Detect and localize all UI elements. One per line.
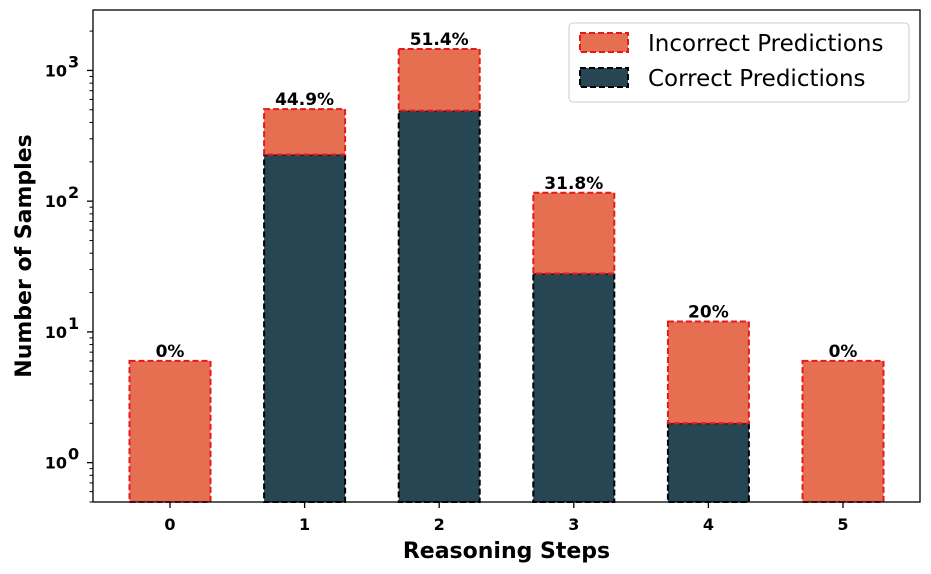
x-tick-label-5: 5: [837, 515, 848, 534]
legend-swatch-correct: [579, 67, 629, 88]
y-tick-exponent: 3: [68, 52, 79, 71]
bar-incorrect-2: [397, 47, 481, 112]
bar-correct-1: [263, 153, 347, 504]
y-tick-label: 10: [45, 323, 67, 342]
bar-label-4: 20%: [688, 303, 729, 323]
bar-label-5: 0%: [829, 342, 858, 362]
bar-correct-3: [532, 272, 616, 503]
bar-label-3: 31.8%: [544, 174, 603, 194]
y-axis-title: Number of Samples: [12, 134, 37, 377]
y-tick-exponent: 0: [68, 445, 79, 464]
x-tick-label-2: 2: [434, 515, 445, 534]
bar-incorrect-3: [532, 191, 616, 275]
bars-layer: [128, 47, 885, 504]
y-tick-label: 10: [45, 61, 67, 80]
bar-label-0: 0%: [156, 342, 185, 362]
bar-label-2: 51.4%: [410, 30, 469, 50]
bar-incorrect-5: [801, 359, 885, 504]
legend-label-incorrect: Incorrect Predictions: [648, 31, 883, 57]
plot-frame: [92, 9, 921, 503]
y-tick-exponent: 2: [68, 183, 79, 202]
x-axis-ticks: 0 1 2 3 4 5: [164, 502, 849, 534]
y-tick-exponent: 1: [68, 314, 79, 333]
bar-correct-4: [666, 422, 750, 503]
bar-percentage-labels: 0% 44.9% 51.4% 31.8% 20% 0%: [156, 30, 858, 362]
x-axis-title: Reasoning Steps: [403, 539, 610, 564]
legend-label-correct: Correct Predictions: [648, 66, 866, 92]
bar-incorrect-0: [128, 359, 212, 504]
bar-correct-2: [397, 109, 481, 503]
legend: Incorrect Predictions Correct Predictions: [568, 22, 910, 103]
y-tick-label: 10: [45, 192, 67, 211]
x-tick-label-3: 3: [568, 515, 579, 534]
bar-incorrect-4: [666, 320, 750, 425]
x-tick-label-4: 4: [703, 515, 714, 534]
bar-label-1: 44.9%: [275, 90, 334, 110]
bar-incorrect-1: [263, 108, 347, 156]
x-tick-label-1: 1: [299, 515, 310, 534]
legend-swatch-incorrect: [579, 32, 629, 53]
y-tick-label: 10: [45, 454, 67, 473]
legend-box: [568, 22, 910, 103]
x-tick-label-0: 0: [164, 515, 175, 534]
